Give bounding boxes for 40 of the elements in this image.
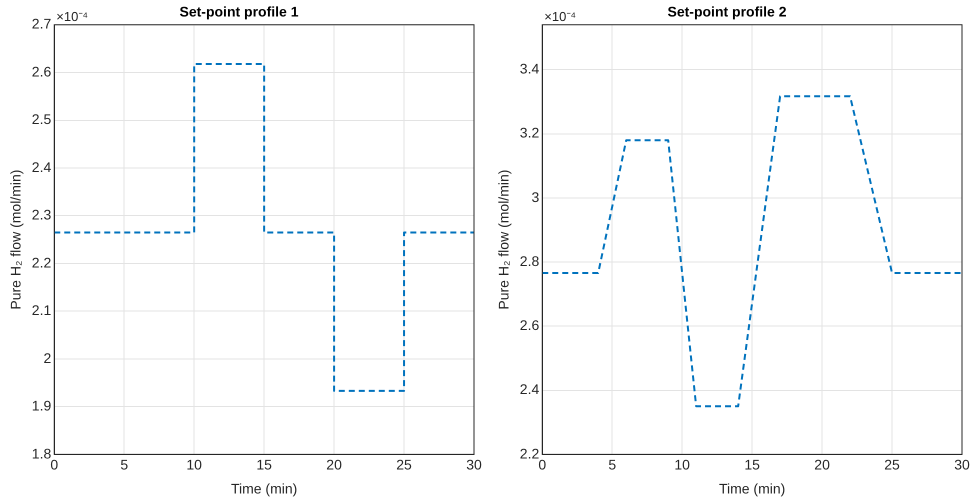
y-tick-label: 2.6 xyxy=(32,63,52,80)
y-tick-label: 2.4 xyxy=(32,158,52,175)
y-axis-title: Pure H₂ flow (mol/min) xyxy=(495,170,512,310)
y-tick-label: 3.2 xyxy=(520,124,540,141)
y-tick-label: 2.8 xyxy=(520,252,540,269)
text: ×10⁻⁴ xyxy=(56,8,88,24)
y-tick-label: 3.4 xyxy=(520,60,540,77)
x-tick-label: 30 xyxy=(954,456,970,473)
x-tick-label: 10 xyxy=(674,456,690,473)
y-axis-title: Pure H₂ flow (mol/min) xyxy=(7,170,24,310)
x-tick-label: 5 xyxy=(608,456,616,473)
x-tick-label: 25 xyxy=(884,456,900,473)
y-tick-label: 2.4 xyxy=(520,381,540,398)
x-tick-label: 10 xyxy=(186,456,202,473)
x-tick-label: 0 xyxy=(538,456,546,473)
y-tick-label: 2.3 xyxy=(32,206,52,223)
x-tick-label: 15 xyxy=(744,456,760,473)
x-tick-label: 0 xyxy=(50,456,58,473)
x-axis-title: Time (min) xyxy=(230,480,298,496)
y-tick-label: 2 xyxy=(43,350,52,366)
y-tick-label: 2.6 xyxy=(520,317,540,334)
y-tick-label: 2.1 xyxy=(32,302,52,318)
x-tick-label: 15 xyxy=(256,456,272,473)
x-tick-label: 20 xyxy=(326,456,342,473)
x-tick-label: 30 xyxy=(466,456,482,473)
y-tick-label: 2.5 xyxy=(32,111,52,128)
x-tick-label: 20 xyxy=(814,456,830,473)
chart-title: Set-point profile 1 xyxy=(180,3,299,20)
x-tick-label: 25 xyxy=(396,456,412,473)
y-tick-label: 2.2 xyxy=(32,254,52,270)
y-tick-label: 2.7 xyxy=(32,16,52,32)
line-series xyxy=(542,95,962,408)
y-tick-label: 1.9 xyxy=(32,398,52,414)
chart-title: Set-point profile 2 xyxy=(668,3,787,20)
y-tick-label: 1.8 xyxy=(32,445,52,462)
x-axis-title: Time (min) xyxy=(718,480,786,496)
y-tick-label: 3 xyxy=(531,188,540,205)
text: ×10⁻⁴ xyxy=(544,8,576,24)
x-tick-label: 5 xyxy=(120,456,128,473)
y-tick-label: 2.2 xyxy=(520,445,540,462)
